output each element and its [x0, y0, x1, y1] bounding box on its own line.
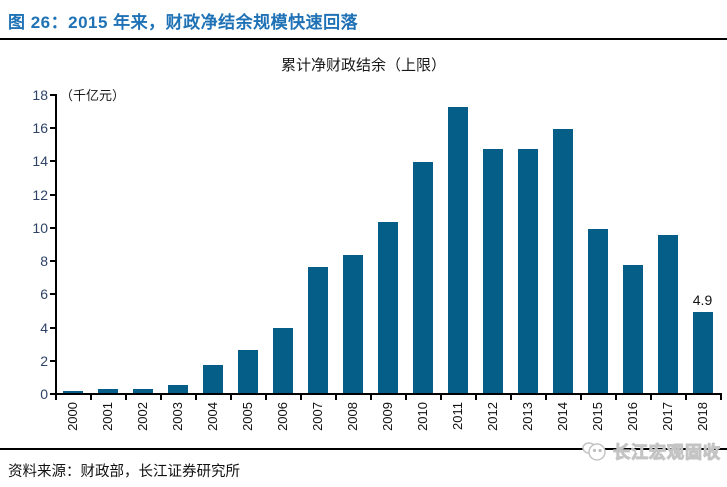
bar — [342, 255, 363, 393]
x-tick-mark — [440, 393, 442, 400]
bar — [167, 384, 188, 393]
y-tick-label: 12 — [32, 186, 48, 203]
bar — [482, 148, 503, 393]
y-tick-label: 2 — [40, 352, 48, 369]
bar — [132, 388, 153, 393]
bar — [97, 388, 118, 393]
bar — [272, 328, 293, 393]
x-tick-mark — [510, 393, 512, 400]
header-divider — [0, 38, 727, 40]
y-tick-label: 4 — [40, 319, 48, 336]
x-tick-label: 2000 — [64, 402, 80, 431]
y-tick-label: 16 — [32, 120, 48, 137]
x-tick-label: 2003 — [169, 402, 185, 431]
brand-logo-icon — [582, 441, 606, 461]
bar — [587, 228, 608, 393]
x-tick-label: 2008 — [344, 402, 360, 431]
x-tick-mark — [580, 393, 582, 400]
source-note: 资料来源：财政部，长江证券研究所 — [8, 464, 240, 480]
x-tick-mark — [55, 393, 57, 400]
x-tick-mark — [370, 393, 372, 400]
footer-divider — [0, 448, 727, 450]
x-tick-label: 2009 — [379, 402, 395, 431]
x-tick-label: 2012 — [484, 402, 500, 431]
bar — [62, 391, 83, 393]
x-tick-label: 2010 — [414, 402, 430, 431]
watermark: 长江宏观固收 — [582, 438, 721, 463]
x-tick-label: 2014 — [554, 402, 570, 431]
x-tick-mark — [230, 393, 232, 400]
y-tick-mark — [50, 326, 55, 329]
bar — [657, 235, 678, 393]
y-tick-label: 8 — [40, 253, 48, 270]
bar — [412, 162, 433, 393]
x-tick-mark — [160, 393, 162, 400]
x-tick-mark — [545, 393, 547, 400]
watermark-label: 长江宏观固收 — [613, 443, 721, 463]
x-tick-mark — [650, 393, 652, 400]
y-tick-mark — [50, 127, 55, 130]
bar — [622, 265, 643, 393]
x-tick-label: 2007 — [309, 402, 325, 431]
y-tick-mark — [50, 160, 55, 163]
y-axis-line — [55, 94, 57, 395]
x-tick-mark — [475, 393, 477, 400]
y-tick-label: 0 — [40, 386, 48, 402]
x-tick-mark — [195, 393, 197, 400]
x-tick-label: 2001 — [99, 402, 115, 431]
x-tick-mark — [300, 393, 302, 400]
figure-title: 图 26：2015 年来，财政净结余规模快速回落 — [8, 13, 359, 32]
y-tick-mark — [50, 293, 55, 296]
x-tick-label: 2011 — [449, 402, 465, 430]
y-axis-unit-label: （千亿元） — [60, 88, 126, 103]
x-tick-mark — [90, 393, 92, 400]
bar — [552, 128, 573, 393]
bar — [237, 349, 258, 393]
y-tick-mark — [50, 193, 55, 196]
x-tick-mark — [265, 393, 267, 400]
y-tick-label: 14 — [32, 153, 48, 170]
x-tick-label: 2013 — [519, 402, 535, 431]
bar-data-label: 4.9 — [692, 291, 713, 308]
x-tick-mark — [615, 393, 617, 400]
x-tick-mark — [405, 393, 407, 400]
x-tick-mark — [685, 393, 687, 400]
y-tick-mark — [50, 393, 55, 395]
bar — [307, 266, 328, 393]
y-tick-mark — [50, 94, 55, 96]
y-tick-label: 10 — [32, 219, 48, 236]
y-tick-label: 6 — [40, 286, 48, 303]
x-tick-label: 2004 — [204, 402, 220, 431]
x-tick-mark — [335, 393, 337, 400]
y-tick-mark — [50, 226, 55, 229]
x-tick-label: 2002 — [134, 402, 150, 431]
y-tick-label: 18 — [32, 87, 48, 103]
x-tick-mark — [720, 393, 722, 400]
x-tick-label: 2005 — [239, 402, 255, 431]
chart-title: 累计净财政结余（上限） — [280, 57, 446, 74]
bar — [377, 221, 398, 393]
y-tick-mark — [50, 359, 55, 362]
bar — [447, 107, 468, 393]
x-tick-mark — [125, 393, 127, 400]
x-axis-line — [55, 393, 721, 395]
bar — [202, 364, 223, 393]
x-tick-label: 2006 — [274, 402, 290, 431]
bar — [692, 311, 713, 393]
bar — [517, 148, 538, 393]
y-tick-mark — [50, 260, 55, 263]
